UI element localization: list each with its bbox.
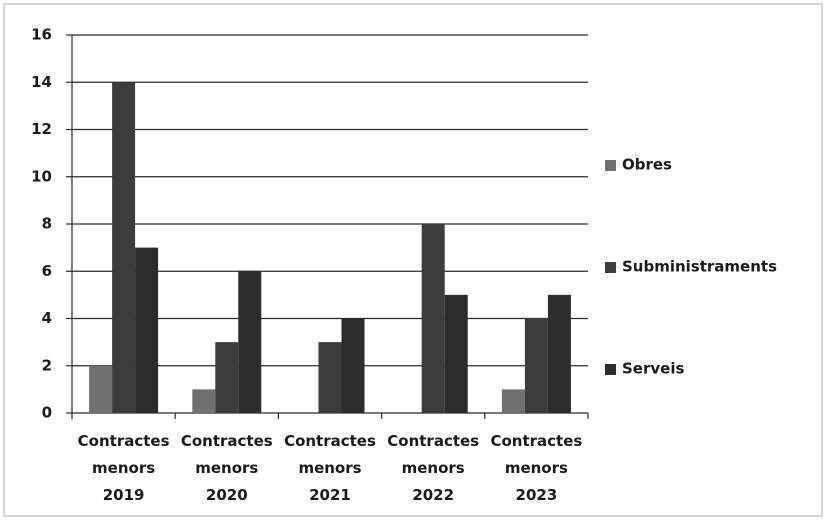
bar [421,224,445,413]
bar [192,389,216,413]
bar [524,318,548,413]
legend-swatch [605,364,616,375]
legend-label: Serveis [622,360,684,378]
bar [444,294,468,413]
y-tick-label: 2 [42,356,52,374]
bar [89,365,113,413]
legend-swatch [605,160,616,171]
y-tick-label: 0 [42,404,52,422]
y-tick-label: 4 [42,309,52,327]
x-tick-label: Contractes menors 2020 [181,432,273,504]
legend-label: Subministraments [622,258,777,276]
bar [112,82,136,413]
y-tick-label: 12 [31,120,52,138]
y-tick-label: 10 [31,167,52,185]
x-tick-label: Contractes menors 2021 [284,432,376,504]
x-tick-label: Contractes menors 2023 [490,432,582,504]
bar [215,342,239,413]
bar [547,294,571,413]
y-tick-label: 16 [31,26,52,44]
bar [341,318,365,413]
x-tick-label: Contractes menors 2022 [387,432,479,504]
legend-swatch [605,262,616,273]
bar [318,342,342,413]
bar [135,247,159,413]
y-tick-label: 14 [31,73,52,91]
x-tick-label: Contractes menors 2019 [78,432,170,504]
legend-label: Obres [622,156,672,174]
bar [238,271,262,413]
bar [501,389,525,413]
y-tick-label: 8 [42,215,52,233]
y-tick-label: 6 [42,262,52,280]
